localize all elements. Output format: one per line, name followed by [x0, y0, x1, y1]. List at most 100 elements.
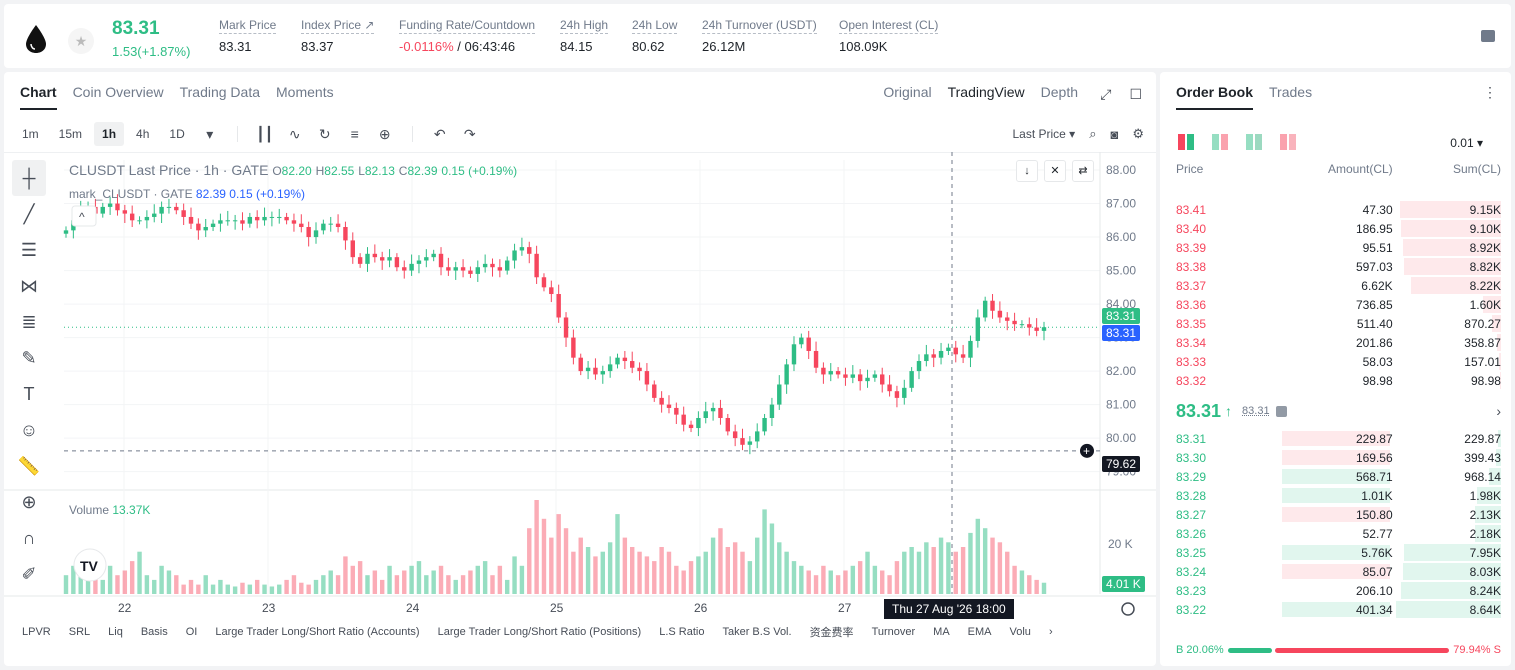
bid-row[interactable]: 83.23 206.10 8.24K [1160, 581, 1511, 600]
view-tradingview[interactable]: TradingView [947, 84, 1025, 100]
bid-row[interactable]: 83.22 401.34 8.64K [1160, 600, 1511, 619]
tab-coin-overview[interactable]: Coin Overview [72, 84, 164, 100]
pattern-tool-icon[interactable]: ⋈ [20, 276, 38, 296]
bid-row[interactable]: 83.28 1.01K 1.98K [1160, 486, 1511, 505]
redo-icon[interactable]: ↷ [463, 125, 476, 142]
ask-row[interactable]: 83.41 47.30 9.15K [1160, 200, 1511, 219]
view-depth[interactable]: Depth [1040, 84, 1078, 100]
x-tick-label: 25 [550, 601, 564, 615]
zoom-in-icon[interactable]: ⊕ [21, 492, 37, 512]
stat-label[interactable]: 24h Turnover (USDT) [702, 18, 817, 34]
indicator-liq[interactable]: Liq [108, 626, 123, 638]
tab-trading-data[interactable]: Trading Data [179, 84, 261, 100]
volume-bar [549, 537, 554, 594]
swap-icon[interactable]: ⇄ [1072, 160, 1094, 182]
ask-row[interactable]: 83.32 98.98 98.98 [1160, 371, 1511, 390]
indicator-ema[interactable]: EMA [967, 626, 992, 638]
timeframe-1m[interactable]: 1m [22, 127, 39, 141]
horizontal-lines-icon[interactable]: ☰ [20, 240, 38, 260]
view-both-icon[interactable] [1178, 134, 1194, 150]
stat-label[interactable]: Mark Price [219, 18, 277, 34]
indicator-lpvr[interactable]: LPVR [22, 626, 51, 638]
tab-chart[interactable]: Chart [20, 84, 57, 110]
fib-tool-icon[interactable]: ≣ [21, 312, 37, 332]
indicator-basis[interactable]: Basis [140, 626, 168, 638]
magnet-icon[interactable]: ∩ [22, 528, 36, 548]
candle-type-icon[interactable]: ┃┃ [256, 125, 274, 142]
mid-price-row[interactable]: 83.31 ↑ 83.31 › [1176, 398, 1501, 424]
gear-icon[interactable]: ⚙ [1132, 126, 1144, 141]
bid-row[interactable]: 83.24 85.07 8.03K [1160, 562, 1511, 581]
candle-body [482, 263, 488, 268]
indicator-turnover[interactable]: Turnover [871, 626, 916, 638]
collapse-icon[interactable]: ✕ [1044, 160, 1066, 182]
stat-label[interactable]: Index Price ↗ [301, 18, 375, 34]
ask-row[interactable]: 83.37 6.62K 8.22K [1160, 276, 1511, 295]
timeframe-1h[interactable]: 1h [94, 122, 125, 146]
bid-row[interactable]: 83.26 52.77 2.18K [1160, 524, 1511, 543]
tick-size-select[interactable]: 0.01 ▾ [1450, 136, 1483, 150]
timeframe-15m[interactable]: 15m [58, 127, 83, 141]
more-menu-icon[interactable]: ⋮ [1483, 84, 1497, 100]
tab-order-book[interactable]: Order Book [1176, 84, 1254, 110]
pencil-lock-icon[interactable]: ✐ [21, 564, 37, 584]
tab-moments[interactable]: Moments [276, 84, 334, 100]
view-bids-icon[interactable] [1246, 134, 1262, 150]
indicator-volume[interactable]: Volu [1009, 626, 1031, 638]
timeframe-1d[interactable]: 1D [169, 127, 185, 141]
indicator-ls-ratio[interactable]: L.S Ratio [659, 626, 705, 638]
view-original[interactable]: Original [883, 84, 932, 100]
refresh-icon[interactable]: ↻ [318, 125, 331, 142]
bid-row[interactable]: 83.27 150.80 2.13K [1160, 505, 1511, 524]
search-icon[interactable]: ⌕ [1089, 126, 1097, 141]
stat-label[interactable]: 24h High [560, 18, 609, 34]
stat-label[interactable]: 24h Low [632, 18, 678, 34]
window-icon[interactable]: ☐ [1129, 86, 1142, 102]
bid-row[interactable]: 83.25 5.76K 7.95K [1160, 543, 1511, 562]
ask-row[interactable]: 83.33 58.03 157.01 [1160, 352, 1511, 371]
indicators-icon[interactable]: ∿ [288, 125, 301, 142]
price-type-select[interactable]: Last Price ▾ [1012, 127, 1076, 141]
ask-row[interactable]: 83.39 95.51 8.92K [1160, 238, 1511, 257]
ask-row[interactable]: 83.40 186.95 9.10K [1160, 219, 1511, 238]
expand-icon[interactable]: ⤢ [1100, 86, 1112, 102]
ask-row[interactable]: 83.36 736.85 1.60K [1160, 295, 1511, 314]
timeframe-4h[interactable]: 4h [136, 127, 150, 141]
camera-icon[interactable]: ◙ [1110, 126, 1119, 142]
arrow-down-icon[interactable]: ↓ [1016, 160, 1038, 182]
indicator-funding-rate[interactable]: 资金费率 [809, 627, 854, 639]
bid-row[interactable]: 83.30 169.56 399.43 [1160, 448, 1511, 467]
ask-row[interactable]: 83.34 201.86 358.87 [1160, 333, 1511, 352]
ask-row[interactable]: 83.38 597.03 8.82K [1160, 257, 1511, 276]
indicator-oi[interactable]: OI [185, 626, 198, 638]
price-chart[interactable]: 88.0087.0086.0085.0084.0083.0082.0081.00… [4, 72, 1156, 666]
favorite-star-icon[interactable]: ★ [68, 28, 94, 54]
ruler-tool-icon[interactable]: 📏 [17, 456, 41, 476]
emoji-tool-icon[interactable]: ☺ [19, 420, 39, 440]
undo-icon[interactable]: ↶ [433, 125, 446, 142]
indicator-ls-accounts[interactable]: Large Trader Long/Short Ratio (Accounts) [215, 626, 420, 638]
brush-tool-icon[interactable]: ✎ [21, 348, 37, 368]
tab-trades[interactable]: Trades [1269, 84, 1313, 100]
view-sells-icon[interactable] [1280, 134, 1296, 150]
template-icon[interactable]: ≡ [350, 126, 359, 142]
bid-row[interactable]: 83.29 568.71 968.14 [1160, 467, 1511, 486]
indicator-ma[interactable]: MA [933, 626, 950, 638]
indicator-srl[interactable]: SRL [68, 626, 91, 638]
legend-low-label: L [358, 164, 365, 178]
stat-label[interactable]: Funding Rate/Countdown [399, 18, 536, 34]
ask-row[interactable]: 83.35 511.40 870.27 [1160, 314, 1511, 333]
view-asks-icon[interactable] [1212, 134, 1228, 150]
chevron-right-icon[interactable]: › [1496, 403, 1501, 419]
chevron-down-icon[interactable]: ▾ [206, 125, 214, 142]
bid-row[interactable]: 83.31 229.87 229.87 [1160, 429, 1511, 448]
indicator-ls-positions[interactable]: Large Trader Long/Short Ratio (Positions… [437, 626, 642, 638]
trendline-tool-icon[interactable]: ╱ [23, 204, 35, 224]
book-icon[interactable] [1481, 30, 1495, 42]
indicator-taker-vol[interactable]: Taker B.S Vol. [722, 626, 792, 638]
text-tool-icon[interactable]: T [23, 384, 35, 404]
crosshair-tool-icon[interactable]: ┼ [12, 160, 46, 196]
chevron-right-icon[interactable]: › [1048, 626, 1053, 638]
stat-label[interactable]: Open Interest (CL) [839, 18, 939, 34]
add-indicator-icon[interactable]: ⊕ [378, 125, 391, 142]
